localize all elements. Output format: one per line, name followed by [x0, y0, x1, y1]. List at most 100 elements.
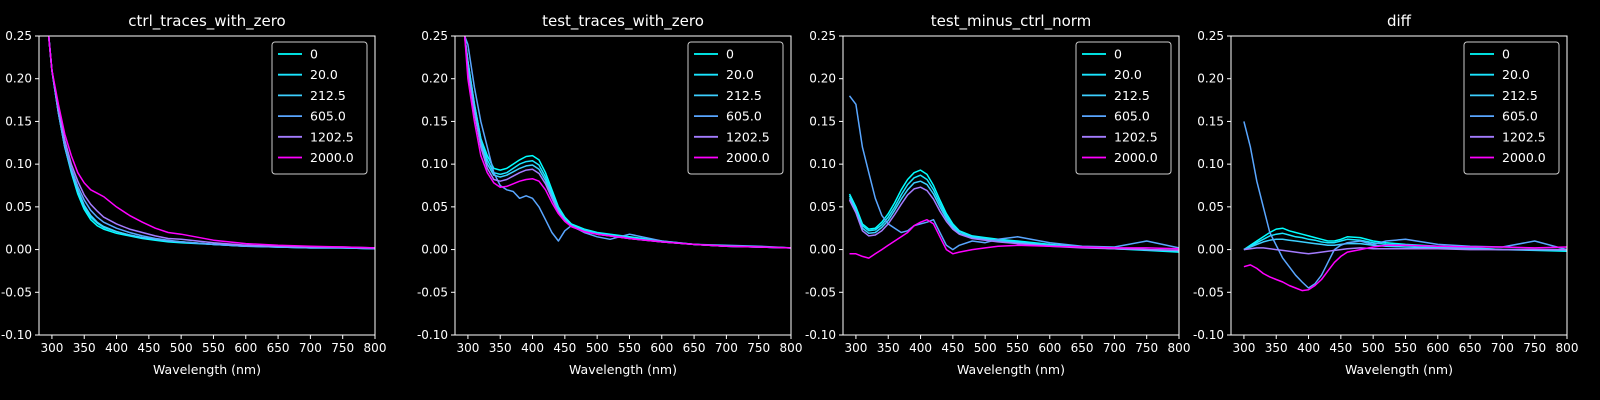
- x-tick-label: 350: [877, 341, 900, 355]
- x-tick-label: 400: [521, 341, 544, 355]
- legend-label: 1202.5: [1502, 129, 1546, 144]
- y-tick-label: 0.25: [421, 29, 448, 43]
- x-tick-label: 350: [489, 341, 512, 355]
- legend-label: 212.5: [1502, 88, 1538, 103]
- legend-label: 1202.5: [1114, 129, 1158, 144]
- y-tick-label: -0.05: [805, 285, 836, 299]
- x-tick-label: 450: [137, 341, 160, 355]
- x-tick-label: 300: [40, 341, 63, 355]
- legend-label: 212.5: [726, 88, 762, 103]
- legend: 0 20.0 212.5 605.0 1202.5 2000.0: [687, 41, 784, 175]
- y-tick-label: 0.10: [1197, 157, 1224, 171]
- x-tick-label: 350: [73, 341, 96, 355]
- x-tick-label: 800: [1168, 341, 1191, 355]
- axes-frame: [454, 35, 792, 336]
- y-tick-label: 0.25: [1197, 29, 1224, 43]
- y-tick-label: 0.15: [809, 114, 836, 128]
- y-tick-label: 0.15: [1197, 114, 1224, 128]
- x-tick-label: 500: [586, 341, 609, 355]
- axes-frame: [842, 35, 1180, 336]
- x-tick-label: 300: [456, 341, 479, 355]
- x-tick-label: 800: [364, 341, 387, 355]
- y-tick-label: -0.10: [417, 328, 448, 342]
- series-line-605.0: [848, 95, 1179, 251]
- series-line-1202.5: [1243, 247, 1567, 255]
- x-tick-label: 400: [909, 341, 932, 355]
- chart-title: diff: [1387, 12, 1412, 30]
- series-line-605.0: [47, 36, 375, 250]
- y-tick-label: 0.25: [809, 29, 836, 43]
- series-group: [1243, 121, 1567, 292]
- x-tick-label: 400: [1297, 341, 1320, 355]
- x-tick-label: 750: [747, 341, 770, 355]
- x-axis-label: Wavelength (nm): [1345, 362, 1453, 377]
- x-tick-label: 800: [1556, 341, 1579, 355]
- series-line-212.5: [848, 180, 1179, 252]
- y-tick-label: 0.05: [809, 200, 836, 214]
- legend-label: 212.5: [310, 88, 346, 103]
- x-tick-label: 400: [105, 341, 128, 355]
- legend-label: 0: [1502, 47, 1510, 62]
- series-line-605.0: [463, 36, 791, 249]
- y-tick-label: -0.05: [1, 285, 32, 299]
- x-tick-label: 600: [1426, 341, 1449, 355]
- series-line-0: [463, 36, 791, 249]
- x-tick-label: 750: [1135, 341, 1158, 355]
- legend-label: 0: [726, 47, 734, 62]
- y-tick-label: 0.00: [1197, 243, 1224, 257]
- chart-panel-3: test_minus_ctrl_norm 300 350 400 450 500 550 60…: [805, 12, 1191, 377]
- x-tick-label: 550: [1006, 341, 1029, 355]
- series-line-212.5: [1243, 238, 1567, 251]
- y-tick-label: 0.10: [809, 157, 836, 171]
- x-tick-label: 700: [1491, 341, 1514, 355]
- axes-frame: [1230, 35, 1568, 336]
- x-tick-label: 600: [1038, 341, 1061, 355]
- y-tick-label: 0.20: [1197, 72, 1224, 86]
- legend-label: 0: [1114, 47, 1122, 62]
- legend: 0 20.0 212.5 605.0 1202.5 2000.0: [1075, 41, 1172, 175]
- chart-panel-4: diff 300 350 400 450 500 550 600 650 700 750 800 -0.…: [1193, 12, 1579, 377]
- legend: 0 20.0 212.5 605.0 1202.5 2000.0: [1463, 41, 1560, 175]
- x-tick-label: 550: [618, 341, 641, 355]
- series-group: [848, 95, 1179, 259]
- x-tick-label: 350: [1265, 341, 1288, 355]
- series-line-0: [848, 169, 1179, 253]
- y-tick-label: -0.10: [805, 328, 836, 342]
- legend-label: 1202.5: [726, 129, 770, 144]
- x-axis-label: Wavelength (nm): [153, 362, 261, 377]
- x-axis-label: Wavelength (nm): [569, 362, 677, 377]
- legend-label: 2000.0: [1114, 150, 1158, 165]
- legend-label: 605.0: [1502, 109, 1538, 124]
- y-tick-label: 0.20: [809, 72, 836, 86]
- y-tick-label: 0.10: [421, 157, 448, 171]
- x-tick-label: 700: [715, 341, 738, 355]
- legend-label: 2000.0: [1502, 150, 1546, 165]
- x-tick-label: 500: [1362, 341, 1385, 355]
- x-tick-label: 550: [1394, 341, 1417, 355]
- legend: 0 20.0 212.5 605.0 1202.5 2000.0: [271, 41, 368, 175]
- legend-label: 20.0: [310, 67, 338, 82]
- y-tick-label: -0.10: [1193, 328, 1224, 342]
- legend-label: 20.0: [726, 67, 754, 82]
- x-tick-label: 450: [941, 341, 964, 355]
- y-tick-label: 0.20: [5, 72, 32, 86]
- series-group: [47, 36, 375, 250]
- series-line-1202.5: [47, 36, 375, 249]
- x-tick-label: 650: [1071, 341, 1094, 355]
- x-tick-label: 500: [170, 341, 193, 355]
- y-tick-label: 0.05: [5, 200, 32, 214]
- y-tick-label: 0.05: [421, 200, 448, 214]
- legend-label: 605.0: [726, 109, 762, 124]
- chart-panel-1: ctrl_traces_with_zero 300 350 400 450 500 550 6…: [1, 12, 387, 377]
- x-tick-label: 700: [299, 341, 322, 355]
- chart-title: test_traces_with_zero: [542, 12, 704, 31]
- x-tick-label: 700: [1103, 341, 1126, 355]
- y-tick-label: 0.20: [421, 72, 448, 86]
- axes-frame: [38, 35, 376, 336]
- x-tick-label: 300: [844, 341, 867, 355]
- y-tick-label: 0.00: [5, 243, 32, 257]
- x-tick-label: 650: [683, 341, 706, 355]
- y-tick-label: 0.15: [421, 114, 448, 128]
- x-tick-label: 300: [1232, 341, 1255, 355]
- legend-label: 2000.0: [310, 150, 354, 165]
